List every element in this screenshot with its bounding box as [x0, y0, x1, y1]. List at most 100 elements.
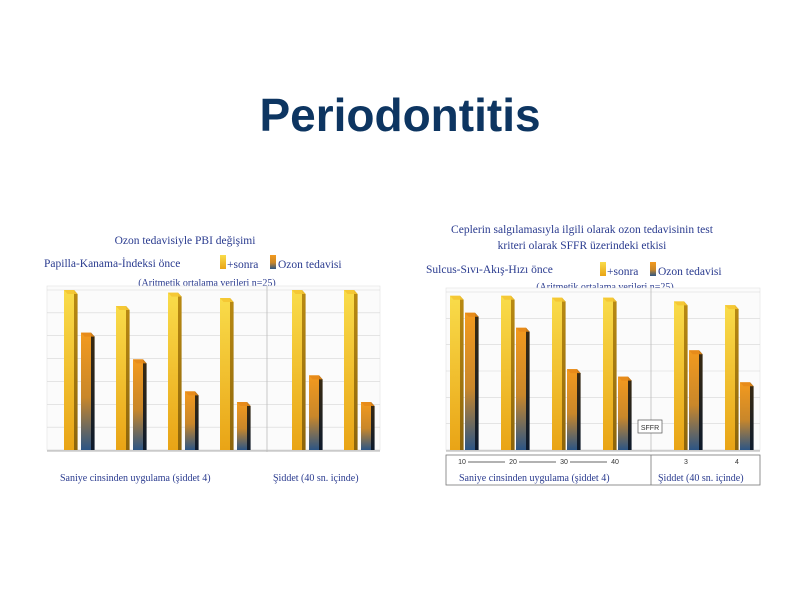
- chart1-bar-before-3-top: [168, 292, 182, 297]
- chart2-bar-after-3-top: [567, 369, 581, 374]
- chart1-bar-after-5-top: [309, 375, 323, 380]
- chart2-bar-before-2-side: [511, 295, 515, 450]
- chart1-bar-after-6-side: [371, 402, 375, 450]
- chart1-bar-after-4: [237, 402, 247, 450]
- chart2-bar-before-5: [674, 301, 684, 450]
- chart2-footer-box: [445, 454, 761, 486]
- chart1-title: Ozon tedavisiyle PBI değişimi: [115, 235, 256, 247]
- chart2-legend-before: +sonra: [607, 266, 638, 278]
- slide-title: Periodontitis: [259, 89, 541, 141]
- chart2-bar-before-6-side: [735, 305, 739, 450]
- chart1-bar-before-6-top: [344, 290, 358, 294]
- chart2-bar-before-6: [725, 305, 735, 450]
- chart2-annotation: SFFR: [641, 425, 659, 432]
- chart1-bar-before-4: [220, 298, 230, 450]
- chart1-bar-before-4-side: [230, 298, 234, 450]
- chart2-bar-after-2-top: [516, 327, 530, 332]
- chart1-bar-before-2: [116, 306, 126, 450]
- chart2-legend-before-swatch: [600, 262, 606, 276]
- chart1-bar-after-4-top: [237, 402, 251, 406]
- chart1-bar-after-6: [361, 402, 371, 450]
- chart2-category-label: 30: [560, 459, 568, 466]
- chart2-bar-before-5-top: [674, 301, 688, 306]
- chart2-annotation-box: [637, 419, 663, 434]
- chart1-bar-before-3: [168, 292, 178, 450]
- chart2-bar-before-3: [552, 297, 562, 450]
- chart1-bar-after-6-top: [361, 402, 375, 406]
- chart2-bar-before-2-top: [501, 295, 515, 300]
- chart1-bar-before-2-side: [126, 306, 130, 450]
- chart2-bar-after-1-top: [465, 312, 479, 317]
- chart1-bar-after-2-top: [133, 359, 147, 364]
- chart1-plot-area: [46, 285, 381, 451]
- chart2-bar-after-5-side: [699, 350, 703, 450]
- chart2-bar-after-3-side: [577, 369, 581, 450]
- chart1-bar-before-6: [344, 290, 354, 450]
- chart2-subtitle: (Aritmetik ortalama verileri n=25): [536, 282, 674, 293]
- chart1-bar-before-1: [64, 290, 74, 450]
- chart1-plot: [46, 285, 381, 452]
- chart1-bar-before-4-top: [220, 298, 234, 302]
- chart2-bar-after-2: [516, 327, 526, 450]
- chart2-category-label: 3: [684, 459, 688, 466]
- chart1-legend-before: +sonra: [227, 259, 258, 271]
- chart2-bar-before-6-top: [725, 305, 739, 310]
- chart2-bar-before-1-top: [450, 295, 464, 300]
- chart2-legend-after: Ozon tedavisi: [658, 266, 722, 278]
- chart2-bar-after-6-side: [750, 382, 754, 450]
- chart2-bar-after-1: [465, 312, 475, 450]
- chart2-bar-before-1-side: [460, 295, 464, 450]
- chart2-bar-before-4-top: [603, 297, 617, 302]
- chart2-category-label: 4: [735, 459, 739, 466]
- chart1-legend-after: Ozon tedavisi: [278, 259, 342, 271]
- chart1-subtitle: (Aritmetik ortalama verileri n=25): [138, 278, 276, 289]
- chart2-category-label: 40: [611, 459, 619, 466]
- chart1-bar-before-3-side: [178, 292, 182, 450]
- chart2-bar-after-2-side: [526, 327, 530, 450]
- chart1-xfooter-left: Saniye cinsinden uygulama (şiddet 4): [60, 473, 211, 484]
- chart1-legend-after-swatch: [270, 255, 276, 269]
- chart2-bar-after-6: [740, 382, 750, 450]
- chart2-bar-after-4-side: [628, 376, 632, 450]
- chart1-bar-before-5-top: [292, 290, 306, 294]
- chart1-bar-before-5-side: [302, 290, 306, 450]
- chart2-bar-after-3: [567, 369, 577, 450]
- chart1-bar-after-3: [185, 391, 195, 450]
- chart2-bar-after-5-top: [689, 350, 703, 355]
- chart2-xfooter-left: Saniye cinsinden uygulama (şiddet 4): [459, 473, 610, 484]
- chart1-bar-after-3-side: [195, 391, 199, 450]
- chart1-bar-before-5: [292, 290, 302, 450]
- chart1-bar-after-3-top: [185, 391, 199, 396]
- chart2-bar-before-1: [450, 295, 460, 450]
- chart2-bar-before-4: [603, 297, 613, 450]
- chart1-bar-after-1-side: [91, 332, 95, 450]
- chart1-bar-before-6-side: [354, 290, 358, 450]
- chart1-bar-after-5: [309, 375, 319, 450]
- chart1-bar-after-2: [133, 359, 143, 450]
- chart1-bar-before-2-top: [116, 306, 130, 310]
- chart1-bar-after-1: [81, 332, 91, 450]
- chart1-bar-after-1-top: [81, 332, 95, 337]
- chart2-bar-before-3-top: [552, 297, 566, 302]
- chart2-category-label: 20: [509, 459, 517, 466]
- chart1-bar-after-4-side: [247, 402, 251, 450]
- chart1-bar-before-1-side: [74, 290, 78, 450]
- chart1-bar-before-1-top: [64, 290, 78, 294]
- chart2-bar-after-4-top: [618, 376, 632, 381]
- chart2-bar-before-5-side: [684, 301, 688, 450]
- chart1-bar-after-5-side: [319, 375, 323, 450]
- chart2-xfooter-right: Şiddet (40 sn. içinde): [658, 473, 744, 484]
- chart2-bar-before-3-side: [562, 297, 566, 450]
- chart2-bar-after-1-side: [475, 312, 479, 450]
- chart2-legend-after-swatch: [650, 262, 656, 276]
- chart2-bar-after-4: [618, 376, 628, 450]
- chart2-bar-after-6-top: [740, 382, 754, 387]
- chart2-category-label: 10: [458, 459, 466, 466]
- chart1-legend-before-swatch: [220, 255, 226, 269]
- chart2-bar-before-2: [501, 295, 511, 450]
- chart2-title-line2: kriteri olarak SFFR üzerindeki etkisi: [498, 240, 667, 252]
- chart2-ylabel: Sulcus-Sıvı-Akış-Hızı önce: [426, 264, 553, 276]
- chart2-title-line1: Ceplerin salgılamasıyla ilgili olarak oz…: [451, 224, 714, 236]
- chart2-plot: 10 20 30 40 3 4 SFFR: [445, 287, 761, 466]
